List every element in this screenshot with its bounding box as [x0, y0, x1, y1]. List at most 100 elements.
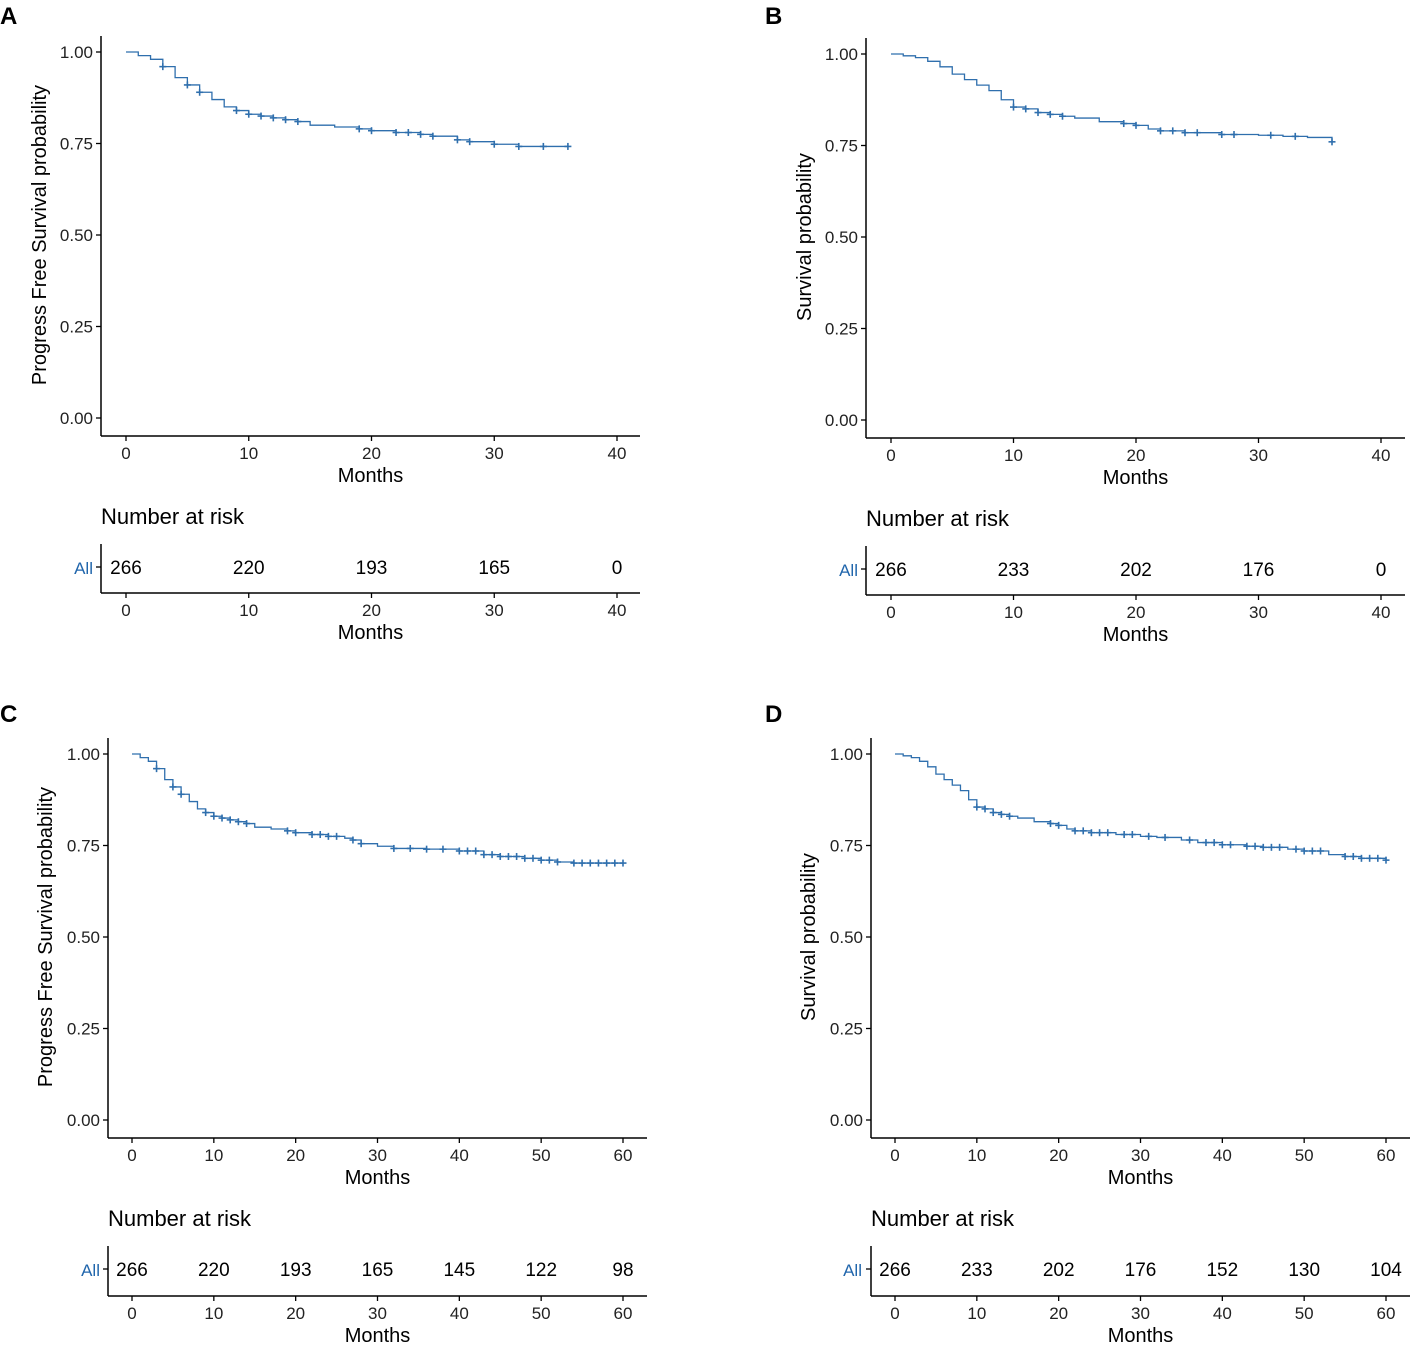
y-tick-label: 0.00: [830, 1111, 863, 1130]
y-tick-label: 0.25: [67, 1020, 100, 1039]
censor-mark: [570, 859, 578, 867]
censor-mark: [1145, 832, 1153, 840]
risk-x-tick-label: 40: [1372, 603, 1391, 622]
risk-x-tick-label: 60: [614, 1304, 633, 1323]
y-tick-label: 0.25: [830, 1020, 863, 1039]
risk-count: 266: [879, 1260, 911, 1281]
censor-mark: [1210, 839, 1218, 847]
censor-mark: [282, 116, 290, 124]
x-tick-label: 20: [286, 1146, 305, 1165]
censor-mark: [292, 829, 300, 837]
censor-mark: [611, 859, 619, 867]
risk-count: 193: [280, 1260, 312, 1281]
censor-mark: [257, 112, 265, 120]
censor-mark: [539, 142, 547, 150]
panel-d: D 0.00 0.25 0.50 0.75 1.00 0 10 20 30 40 50 60 Months…: [765, 701, 1410, 1347]
risk-table: Number at risk All 266 233 202 176 0 0 10 20 30 40 M…: [839, 506, 1405, 646]
censor-mark: [619, 859, 627, 867]
censor-mark: [406, 844, 414, 852]
x-tick-label: 10: [204, 1146, 223, 1165]
risk-count: 165: [478, 558, 510, 579]
censor-mark: [1120, 831, 1128, 839]
censor-mark: [578, 859, 586, 867]
x-tick-label: 20: [362, 444, 381, 463]
censor-mark: [1366, 854, 1374, 862]
censor-mark: [1300, 847, 1308, 855]
risk-count: 122: [525, 1260, 557, 1281]
censor-mark: [202, 809, 210, 817]
censor-mark: [1071, 827, 1079, 835]
censor-mark: [1010, 103, 1017, 111]
panel-letter: C: [0, 701, 17, 728]
censor-mark: [594, 859, 602, 867]
risk-x-tick-label: 20: [286, 1304, 305, 1323]
x-tick-label: 0: [121, 444, 130, 463]
risk-count: 145: [443, 1260, 475, 1281]
censor-mark: [472, 847, 480, 855]
risk-x-tick-label: 30: [1249, 603, 1268, 622]
risk-x-axis-title: Months: [1103, 624, 1169, 646]
y-axis-title: Progress Free Survival probability: [35, 787, 57, 1087]
censor-mark: [981, 805, 989, 813]
risk-table-title: Number at risk: [108, 1206, 252, 1231]
censor-mark: [453, 136, 461, 144]
censor-mark: [1181, 129, 1189, 137]
risk-count: 202: [1120, 560, 1152, 581]
censor-mark: [177, 790, 185, 798]
x-axis-title: Months: [1108, 1167, 1174, 1189]
censor-mark: [308, 831, 316, 839]
panel-letter: A: [0, 3, 17, 30]
panel-a: A 0.00 0.25 0.50 0.75 1.00 0 10 20 30 40 Months Prog…: [0, 3, 640, 644]
censor-mark: [1259, 843, 1267, 851]
censor-mark: [1022, 105, 1030, 113]
y-axis-title: Survival probability: [794, 153, 816, 321]
y-tick-label: 0.75: [67, 837, 100, 856]
censor-mark: [537, 856, 545, 864]
censor-mark: [1317, 847, 1325, 855]
x-tick-label: 30: [485, 444, 504, 463]
censor-mark: [417, 130, 425, 138]
y-tick-label: 1.00: [830, 745, 863, 764]
risk-count: 202: [1043, 1260, 1075, 1281]
x-tick-label: 0: [890, 1146, 899, 1165]
censor-mark: [1104, 829, 1112, 837]
risk-x-tick-label: 10: [239, 601, 258, 620]
x-tick-label: 40: [1372, 446, 1391, 465]
risk-x-tick-label: 60: [1377, 1304, 1396, 1323]
censor-mark: [1087, 829, 1095, 837]
x-tick-label: 60: [1377, 1146, 1396, 1165]
censor-mark: [564, 142, 572, 150]
risk-x-tick-label: 10: [1004, 603, 1023, 622]
risk-table-title: Number at risk: [871, 1206, 1015, 1231]
censor-mark: [245, 110, 253, 118]
risk-x-tick-label: 20: [362, 601, 381, 620]
risk-count: 104: [1370, 1260, 1402, 1281]
risk-strata-label: All: [74, 559, 93, 578]
x-tick-label: 50: [532, 1146, 551, 1165]
censor-mark: [1308, 847, 1316, 855]
risk-x-tick-label: 30: [368, 1304, 387, 1323]
risk-count: 98: [612, 1260, 633, 1281]
censor-mark: [294, 118, 302, 126]
y-tick-label: 0.00: [60, 409, 93, 428]
x-tick-label: 10: [1004, 446, 1023, 465]
censor-mark: [1059, 112, 1066, 120]
risk-table-title: Number at risk: [866, 506, 1010, 531]
y-axis-title: Survival probability: [798, 853, 820, 1021]
risk-count: 165: [362, 1260, 394, 1281]
y-tick-label: 0.00: [825, 411, 858, 430]
risk-count: 0: [612, 558, 623, 579]
censor-mark: [513, 852, 521, 860]
censor-mark: [429, 132, 437, 140]
censor-mark: [1202, 839, 1210, 847]
censor-mark: [1161, 833, 1169, 841]
censor-mark: [1218, 131, 1226, 139]
x-axis-title: Months: [345, 1167, 411, 1189]
censor-mark: [234, 818, 242, 826]
x-tick-label: 10: [967, 1146, 986, 1165]
risk-count: 220: [198, 1260, 230, 1281]
censor-mark: [1055, 821, 1063, 829]
censor-mark: [1341, 852, 1349, 860]
censor-mark: [480, 851, 488, 859]
